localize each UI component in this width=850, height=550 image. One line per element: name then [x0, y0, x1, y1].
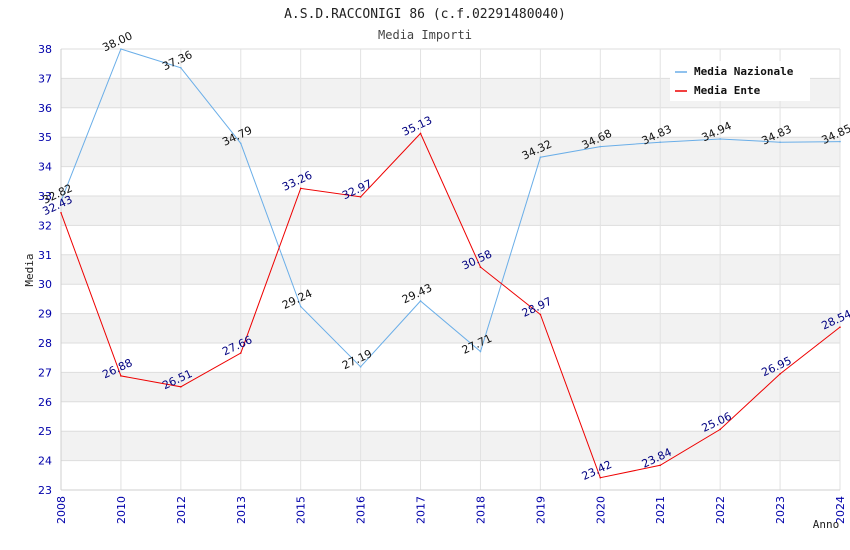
x-tick-label: 2020	[594, 496, 607, 524]
x-tick-label: 2021	[654, 496, 667, 524]
y-tick-label: 32	[38, 219, 52, 232]
data-point	[659, 464, 662, 467]
grid-band	[61, 284, 840, 314]
series-lines	[60, 48, 841, 479]
y-ticks: 23 24 25 26 27 28 29 30 31 32 33 34 35 36 37 38	[38, 43, 52, 497]
grid-band	[61, 107, 840, 138]
x-ticks: 2008 2010 2012 2013 2015 2016 2017 2018 2019 2020…	[55, 496, 847, 524]
data-point	[120, 375, 122, 377]
y-tick-label: 24	[38, 455, 52, 468]
data-point	[419, 300, 422, 302]
data-point	[479, 266, 482, 268]
y-tick-label: 23	[38, 484, 52, 497]
x-tick-label: 2018	[474, 496, 487, 524]
data-point	[779, 141, 781, 143]
data-point	[719, 428, 721, 431]
y-tick-label: 26	[38, 396, 52, 409]
x-tick-label: 2015	[295, 496, 308, 524]
data-point	[599, 476, 602, 479]
data-point	[299, 305, 302, 308]
y-tick-label: 29	[38, 308, 52, 321]
x-tick-label: 2019	[534, 496, 547, 524]
legend-label-nazionale: Media Nazionale	[694, 65, 794, 78]
x-tick-label: 2013	[235, 496, 248, 524]
series-line-nazionale	[60, 48, 841, 368]
data-point	[599, 145, 602, 148]
x-tick-label: 2023	[774, 496, 787, 524]
data-point	[239, 352, 242, 354]
x-tick-label: 2017	[415, 496, 428, 524]
data-point	[60, 200, 62, 203]
legend-label-ente: Media Ente	[694, 84, 761, 97]
grid-band	[61, 372, 840, 402]
grid-band	[61, 460, 840, 490]
data-point	[60, 211, 62, 214]
legend-box	[670, 61, 810, 101]
data-point	[479, 350, 482, 353]
data-point	[299, 187, 302, 190]
y-tick-label: 27	[38, 366, 52, 379]
x-tick-label: 2016	[355, 496, 368, 524]
x-tick-label: 2008	[55, 496, 68, 524]
y-axis-label: Media	[23, 253, 36, 286]
y-tick-label: 37	[38, 72, 52, 85]
data-point	[539, 156, 542, 158]
grid-band	[61, 254, 840, 285]
data-point	[239, 142, 242, 145]
x-tick-label: 2012	[175, 496, 188, 524]
y-tick-label: 33	[38, 190, 52, 203]
chart-title: A.S.D.RACCONIGI 86 (c.f.02291480040)	[284, 7, 566, 22]
y-tick-label: 25	[38, 425, 52, 438]
grid-band	[61, 225, 840, 255]
data-point	[659, 141, 662, 143]
data-point	[359, 366, 362, 368]
data-point	[180, 386, 182, 388]
series-line-ente	[60, 132, 841, 479]
grid-band	[61, 401, 840, 432]
y-tick-label: 34	[38, 161, 52, 174]
x-tick-label: 2010	[115, 496, 128, 524]
grid-band	[61, 166, 840, 196]
grid-band	[61, 137, 840, 167]
y-tick-label: 30	[38, 278, 52, 291]
y-tick-label: 31	[38, 249, 52, 262]
y-tick-label: 28	[38, 337, 52, 350]
data-point	[839, 326, 841, 328]
x-tick-label: 2022	[714, 496, 727, 524]
grid-bands	[61, 49, 840, 490]
data-point	[419, 132, 422, 135]
chart-subtitle: Media Importi	[378, 28, 472, 42]
data-point	[779, 373, 781, 375]
data-point	[719, 138, 721, 140]
grid-band	[61, 343, 840, 373]
data-point	[120, 48, 122, 50]
data-point	[539, 313, 542, 316]
y-tick-label: 38	[38, 43, 52, 56]
legend: Media Nazionale Media Ente	[670, 61, 810, 101]
x-tick-label: 2024	[834, 496, 847, 524]
y-tick-label: 36	[38, 102, 52, 115]
y-tick-label: 35	[38, 131, 52, 144]
data-point	[359, 196, 362, 198]
data-point	[180, 67, 182, 69]
x-axis-label: Anno	[813, 518, 840, 531]
grid-band	[61, 431, 840, 461]
grid-band	[61, 313, 840, 343]
data-point	[839, 140, 841, 143]
